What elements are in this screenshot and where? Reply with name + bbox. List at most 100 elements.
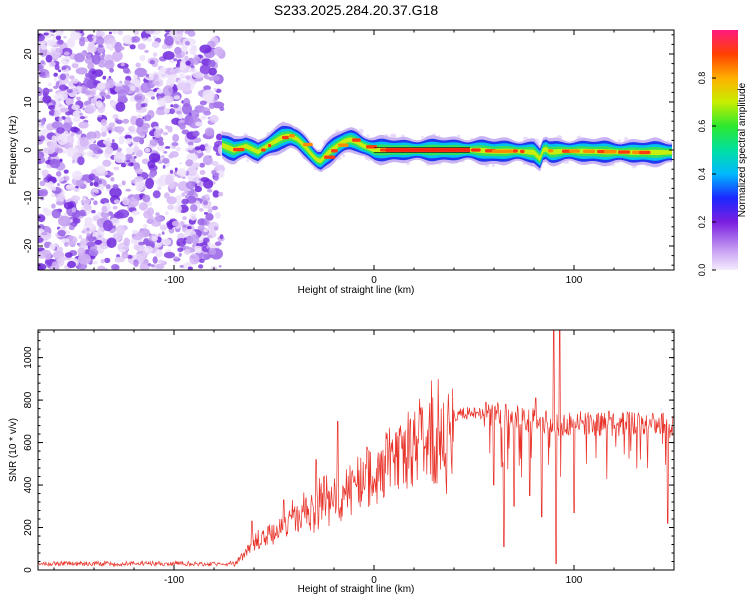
noise-blob [112,224,116,229]
noise-blob [162,164,166,169]
noise-blob [79,38,86,47]
noise-blob [184,261,192,268]
noise-blob [133,74,138,80]
noise-blob [68,75,75,80]
noise-blob [51,185,57,191]
colorbar-ticks: 0.0 0.2 0.4 0.6 0.8 [697,72,716,276]
noise-blob [126,197,139,208]
noise-blob [133,30,139,36]
noise-blob [102,219,113,232]
noise-blob [57,256,67,262]
noise-blob [211,169,217,175]
noise-blob [189,213,197,221]
noise-blob [104,59,115,70]
noise-blob [91,70,96,75]
noise-blob [147,263,152,266]
noise-blob [167,204,175,211]
ridge-hotspot [352,138,361,142]
noise-blob [173,256,179,260]
ridge-hotspot [331,149,338,153]
noise-blob [93,181,99,187]
noise-blob [209,114,219,123]
noise-blob [139,54,146,62]
noise-blob [94,239,103,245]
noise-blob [90,197,95,201]
noise-blob [105,94,111,100]
noise-blob [208,102,215,109]
noise-blob [218,191,224,197]
noise-blob [51,135,57,143]
noise-blob [76,96,81,101]
noise-blob [152,80,160,86]
noise-blob [198,264,204,269]
noise-blob [40,44,47,51]
noise-blob [190,65,195,69]
noise-blob [184,40,191,46]
noise-blob [99,90,106,98]
noise-blob [50,193,56,198]
noise-blob [177,247,184,253]
noise-blob [75,67,88,75]
noise-blob [192,56,200,66]
noise-blob [38,120,42,128]
noise-blob [111,139,115,143]
noise-blob [206,246,210,249]
noise-blob [98,248,104,255]
ridge-hotspot [268,143,272,148]
noise-blob [105,79,116,89]
noise-blob [146,207,155,217]
noise-blob [129,85,136,92]
signal-ridge [220,121,674,173]
noise-blob [196,149,203,154]
noise-blob [96,36,105,46]
noise-blob [72,211,81,219]
noise-blob [148,172,155,179]
noise-blob [131,231,144,241]
noise-blob [66,260,77,269]
noise-blob [122,118,130,124]
ridge-hotspot [618,150,631,154]
noise-blob [41,231,48,236]
noise-blob [194,146,201,151]
noise-blob [61,66,67,71]
noise-blob [56,127,65,134]
noise-blob [54,77,57,82]
noise-blob [119,141,123,145]
noise-blob [176,110,182,115]
snr-y-tick-label: 200 [23,519,34,536]
ridge-hotspot [639,150,651,155]
noise-blob [200,115,207,120]
noise-blob [56,134,69,145]
noise-blob [213,226,219,231]
noise-blob [111,30,118,35]
noise-blob [203,179,214,189]
noise-blob [136,255,145,263]
noise-blob [169,169,174,174]
noise-blob [191,162,201,168]
ridge-hotspot [569,149,580,153]
noise-blob [217,169,225,179]
noise-blob [153,73,159,80]
noise-blob [142,223,148,229]
noise-blob [163,151,168,154]
noise-blob [162,131,169,136]
noise-blob [149,59,155,65]
noise-blob [165,125,169,130]
ridge-hotspot [499,149,508,153]
noise-blob [84,72,91,78]
noise-blob [57,39,64,45]
noise-blob [75,178,84,187]
noise-blob [194,54,199,59]
ridge-hotspot [324,155,336,159]
colorbar: 0.0 0.2 0.4 0.6 0.8 Normalized spectral ampl… [697,30,748,276]
noise-blob [174,204,182,214]
noise-blob [172,133,180,143]
noise-blob [179,73,186,79]
noise-blob [163,251,176,259]
noise-blob [87,63,95,70]
noise-blob [206,188,213,193]
noise-blob [212,190,220,198]
noise-blob [157,97,167,107]
noise-blob [90,138,96,143]
